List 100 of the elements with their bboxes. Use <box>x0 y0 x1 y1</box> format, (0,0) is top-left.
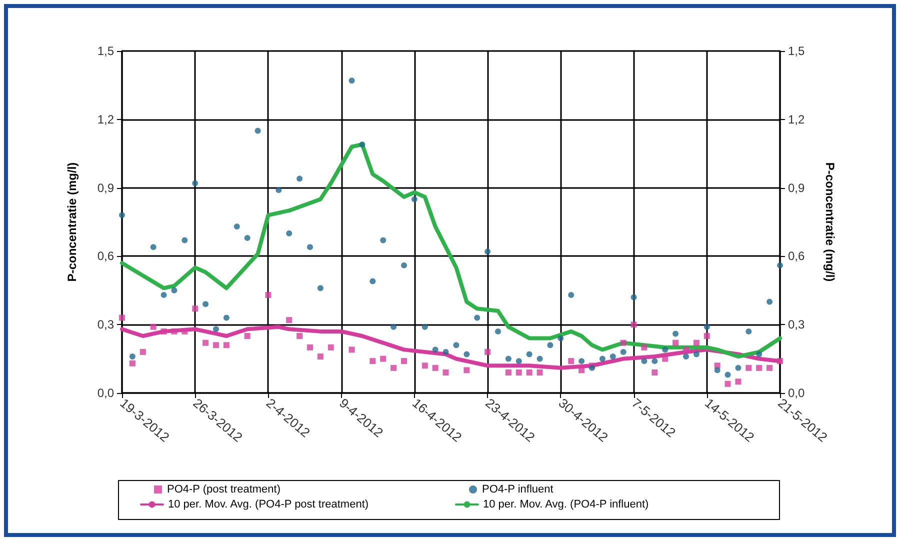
point <box>599 356 606 362</box>
point <box>442 369 449 376</box>
point <box>714 367 720 374</box>
y2-tick-label: 1,5 <box>788 44 806 58</box>
point <box>234 224 240 230</box>
point <box>244 333 250 339</box>
point <box>286 230 292 236</box>
point <box>547 342 554 348</box>
point <box>265 292 272 298</box>
point <box>276 187 282 194</box>
y2-axis-title: P-concentratie (mg/l) <box>823 162 837 282</box>
point <box>495 328 501 334</box>
point <box>672 340 679 346</box>
y-tick-label: 0,0 <box>97 386 114 400</box>
point <box>464 351 470 358</box>
point <box>223 314 230 321</box>
point <box>150 244 156 250</box>
point <box>359 141 366 148</box>
y2-tick-label: 0,6 <box>788 249 806 264</box>
point <box>317 285 324 292</box>
point <box>683 354 689 360</box>
point <box>348 346 355 353</box>
point <box>756 351 762 358</box>
point <box>630 294 637 300</box>
point <box>171 287 178 294</box>
point <box>672 330 679 337</box>
point <box>652 358 658 364</box>
point <box>630 322 637 328</box>
point <box>390 364 397 371</box>
point <box>160 328 167 334</box>
point <box>756 364 762 371</box>
point <box>348 78 355 84</box>
point <box>380 356 386 362</box>
legend-label: PO4-P influent <box>482 484 554 496</box>
point <box>735 378 742 385</box>
point <box>766 364 773 371</box>
point <box>484 248 491 255</box>
point <box>244 234 250 241</box>
y2-tick-label: 0,3 <box>788 318 806 332</box>
point <box>484 348 491 355</box>
point <box>370 358 376 364</box>
point <box>286 317 292 324</box>
point <box>328 344 334 350</box>
point <box>516 358 522 364</box>
point <box>442 348 449 355</box>
point <box>777 358 783 364</box>
y2-tick-label: 0,0 <box>788 386 806 400</box>
point <box>620 340 626 346</box>
point <box>140 348 146 355</box>
point <box>693 351 700 358</box>
point <box>213 342 219 348</box>
y-tick-label: 1,2 <box>97 112 114 126</box>
point <box>401 262 407 268</box>
y-tick-label: 0,9 <box>97 180 114 195</box>
point <box>422 362 428 369</box>
legend-label: 10 per. Mov. Avg. (PO4-P post treatment) <box>168 498 369 510</box>
point <box>401 358 407 364</box>
point <box>662 346 668 353</box>
point <box>119 212 125 218</box>
point <box>766 298 773 305</box>
point <box>777 262 783 268</box>
point <box>526 369 532 376</box>
point <box>453 342 460 348</box>
legend-label: 10 per. Mov. Avg. (PO4-P influent) <box>483 498 649 510</box>
point <box>735 364 742 371</box>
point <box>693 340 700 346</box>
legend-label: PO4-P (post treatment) <box>167 484 281 496</box>
point <box>202 340 209 346</box>
point <box>296 333 303 339</box>
y2-tick-label: 1,2 <box>788 112 806 126</box>
point <box>129 354 136 360</box>
point <box>724 372 731 378</box>
point <box>704 333 710 339</box>
point <box>724 380 731 387</box>
point <box>558 335 564 342</box>
point <box>464 367 470 374</box>
point <box>568 292 574 298</box>
point <box>516 369 522 376</box>
point <box>422 324 428 330</box>
point <box>307 244 313 250</box>
point <box>432 346 438 353</box>
point <box>526 351 532 358</box>
point <box>536 369 543 376</box>
point <box>610 354 616 360</box>
point <box>411 196 418 202</box>
y2-tick-label: 0,9 <box>788 180 806 195</box>
point <box>171 328 178 334</box>
point <box>223 342 230 348</box>
point <box>202 301 209 308</box>
point <box>432 364 438 371</box>
y-axis-title: P-concentratie (mg/l) <box>65 162 79 282</box>
point <box>536 356 543 362</box>
point <box>182 237 188 244</box>
point <box>119 314 125 321</box>
point <box>505 369 512 376</box>
point <box>296 176 303 182</box>
point <box>150 324 156 330</box>
point <box>380 237 386 244</box>
point <box>505 356 512 362</box>
point <box>568 358 574 364</box>
